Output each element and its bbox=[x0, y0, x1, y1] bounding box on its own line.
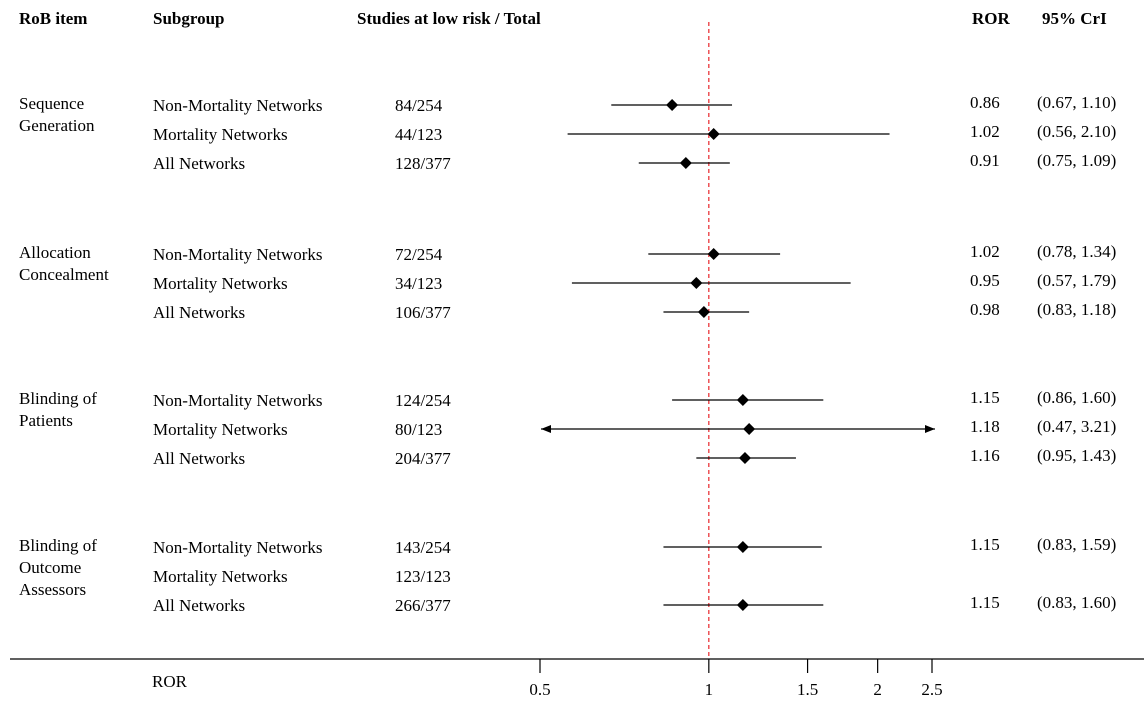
studies-count: 44/123 bbox=[395, 125, 443, 144]
ror-value: 0.95 bbox=[970, 271, 1000, 290]
x-tick-label: 0.5 bbox=[529, 680, 550, 699]
x-tick-label: 1.5 bbox=[797, 680, 818, 699]
studies-count: 84/254 bbox=[395, 96, 443, 115]
ror-point bbox=[707, 248, 720, 260]
ror-point bbox=[736, 541, 749, 553]
subgroup-label: Mortality Networks bbox=[153, 125, 288, 144]
cri-value: (0.56, 2.10) bbox=[1037, 122, 1117, 141]
cri-value: (0.67, 1.10) bbox=[1037, 93, 1117, 112]
ror-value: 1.15 bbox=[970, 593, 1000, 612]
ror-point bbox=[736, 394, 749, 406]
ror-point bbox=[707, 128, 720, 140]
x-tick-label: 2 bbox=[873, 680, 882, 699]
header-ror: ROR bbox=[972, 9, 1010, 28]
rob-item-label: Allocation bbox=[19, 243, 91, 262]
subgroup-label: All Networks bbox=[153, 596, 246, 615]
header-cri: 95% CrI bbox=[1042, 9, 1107, 28]
ror-point bbox=[679, 157, 692, 169]
ror-point bbox=[697, 306, 710, 318]
ror-point bbox=[743, 423, 756, 435]
rob-item-label: Outcome bbox=[19, 558, 82, 577]
header-subgroup: Subgroup bbox=[153, 9, 225, 28]
x-tick-label: 2.5 bbox=[921, 680, 942, 699]
ror-value: 1.15 bbox=[970, 535, 1000, 554]
ror-value: 1.16 bbox=[970, 446, 1000, 465]
studies-count: 143/254 bbox=[395, 538, 451, 557]
ror-point bbox=[666, 99, 679, 111]
ci-arrow-right bbox=[925, 425, 935, 433]
x-axis-label: ROR bbox=[152, 672, 187, 691]
studies-count: 106/377 bbox=[395, 303, 451, 322]
ror-point bbox=[738, 452, 751, 464]
cri-value: (0.95, 1.43) bbox=[1037, 446, 1117, 465]
cri-value: (0.83, 1.59) bbox=[1037, 535, 1117, 554]
subgroup-label: Mortality Networks bbox=[153, 274, 288, 293]
subgroup-label: All Networks bbox=[153, 449, 246, 468]
ror-value: 0.91 bbox=[970, 151, 1000, 170]
subgroup-label: Non-Mortality Networks bbox=[153, 538, 323, 557]
rob-item-label: Generation bbox=[19, 116, 95, 135]
ror-point bbox=[736, 599, 749, 611]
ror-point bbox=[690, 277, 703, 289]
ror-value: 0.98 bbox=[970, 300, 1000, 319]
cri-value: (0.47, 3.21) bbox=[1037, 417, 1117, 436]
rob-item-label: Blinding of bbox=[19, 389, 97, 408]
ror-value: 0.86 bbox=[970, 93, 1000, 112]
studies-count: 123/123 bbox=[395, 567, 451, 586]
rob-item-label: Concealment bbox=[19, 265, 109, 284]
ror-value: 1.18 bbox=[970, 417, 1000, 436]
subgroup-label: Mortality Networks bbox=[153, 420, 288, 439]
cri-value: (0.83, 1.60) bbox=[1037, 593, 1117, 612]
subgroup-label: Non-Mortality Networks bbox=[153, 245, 323, 264]
cri-value: (0.57, 1.79) bbox=[1037, 271, 1117, 290]
ror-value: 1.02 bbox=[970, 122, 1000, 141]
subgroup-label: Mortality Networks bbox=[153, 567, 288, 586]
subgroup-label: All Networks bbox=[153, 154, 246, 173]
studies-count: 204/377 bbox=[395, 449, 451, 468]
subgroup-label: Non-Mortality Networks bbox=[153, 96, 323, 115]
ci-arrow-left bbox=[541, 425, 551, 433]
rob-item-label: Patients bbox=[19, 411, 73, 430]
rob-item-label: Assessors bbox=[19, 580, 87, 599]
cri-value: (0.86, 1.60) bbox=[1037, 388, 1117, 407]
x-tick-label: 1 bbox=[705, 680, 714, 699]
cri-value: (0.78, 1.34) bbox=[1037, 242, 1117, 261]
ror-value: 1.15 bbox=[970, 388, 1000, 407]
rob-item-label: Blinding of bbox=[19, 536, 97, 555]
studies-count: 34/123 bbox=[395, 274, 443, 293]
studies-count: 72/254 bbox=[395, 245, 443, 264]
rob-item-label: Sequence bbox=[19, 94, 85, 113]
subgroup-label: Non-Mortality Networks bbox=[153, 391, 323, 410]
studies-count: 266/377 bbox=[395, 596, 451, 615]
ror-value: 1.02 bbox=[970, 242, 1000, 261]
header-studies: Studies at low risk / Total bbox=[357, 9, 541, 28]
studies-count: 128/377 bbox=[395, 154, 451, 173]
subgroup-label: All Networks bbox=[153, 303, 246, 322]
studies-count: 124/254 bbox=[395, 391, 451, 410]
cri-value: (0.75, 1.09) bbox=[1037, 151, 1117, 170]
header-rob-item: RoB item bbox=[19, 9, 88, 28]
studies-count: 80/123 bbox=[395, 420, 443, 439]
cri-value: (0.83, 1.18) bbox=[1037, 300, 1117, 319]
